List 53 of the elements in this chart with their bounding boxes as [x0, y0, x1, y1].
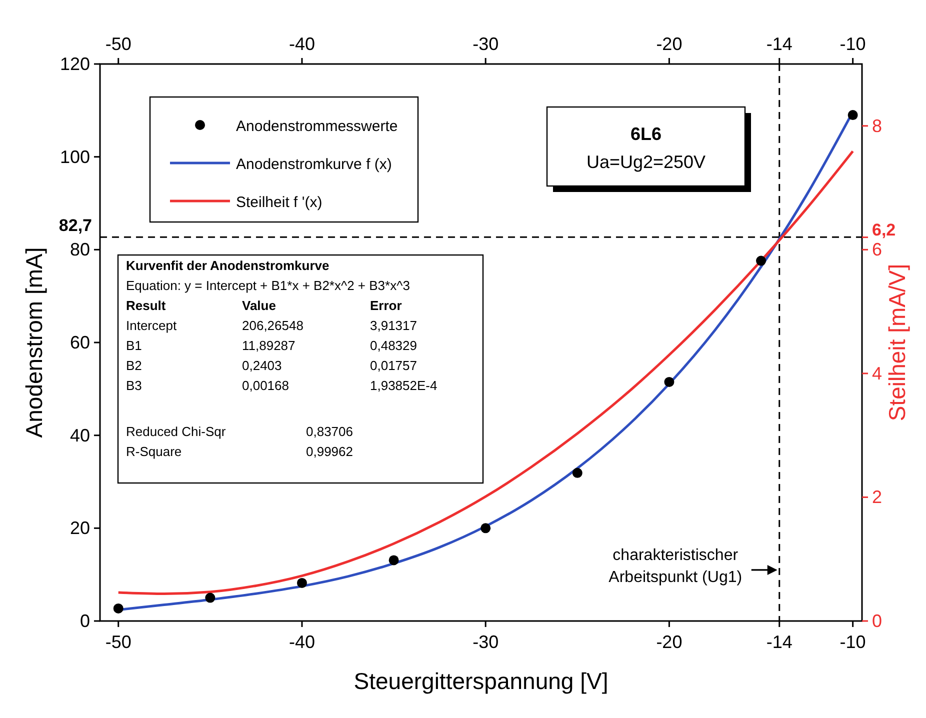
annotation: Kurvenfit der Anodenstromkurve — [126, 258, 330, 273]
point — [205, 592, 216, 603]
text: Result Value Error — [126, 298, 402, 313]
text: Intercept 206,26548 3,91317 — [126, 318, 417, 333]
y-tick-label: 100 — [60, 146, 90, 167]
y2-tick-label: 6 — [872, 240, 882, 260]
y-tick-label: 0 — [80, 611, 90, 631]
point — [480, 523, 491, 534]
text: R-Square 0,99962 — [126, 444, 353, 459]
ref-line-label: 82,7 — [58, 216, 92, 236]
x-tick-label: -40 — [288, 34, 315, 54]
text: B3 0,00168 1,93852E-4 — [126, 378, 438, 393]
y2-tick-label: 0 — [872, 611, 882, 631]
y2-tick-label: 4 — [872, 363, 882, 384]
annotation: Ua=Ug2=250V — [586, 152, 706, 172]
y-tick-label: 120 — [60, 54, 90, 74]
legend-label: Steilheit f '(x) — [236, 194, 322, 211]
y2-tick-label: 2 — [872, 487, 882, 508]
y-tick-label: 20 — [70, 518, 90, 538]
annotation: Equation: y = Intercept + B1*x + B2*x^2 + B3*x^3 — [126, 278, 410, 293]
point — [756, 256, 766, 266]
x2-tick-label: -10 — [840, 632, 866, 652]
x2-tick-label: -20 — [656, 632, 682, 652]
x2-tick-label: -40 — [288, 632, 315, 652]
point — [113, 603, 124, 614]
point — [572, 468, 582, 478]
y2-tick-label: 8 — [872, 116, 882, 136]
y2-axis-title: Steilheit [mA/V] — [884, 264, 910, 422]
point — [296, 578, 307, 588]
legend-label: Anodenstromkurve f (x) — [236, 156, 392, 173]
x-tick-label: -20 — [656, 34, 682, 54]
text: B1 11,89287 0,48329 — [126, 338, 417, 353]
y-tick-label: 40 — [70, 425, 90, 446]
text: Reduced Chi-Sqr 0,83706 — [126, 424, 353, 439]
point — [388, 555, 399, 566]
x-tick-label: -10 — [840, 34, 866, 54]
y-tick-label: 60 — [70, 332, 90, 352]
x-tick-label: -50 — [105, 34, 132, 54]
text: B2 0,2403 0,01757 — [126, 358, 417, 373]
x-axis-title: Steuergitterspannung [V] — [354, 668, 608, 694]
annotation: charakteristischer Arbeitspunkt (Ug1) — [608, 546, 742, 586]
x2-tick-label: -30 — [472, 632, 499, 652]
y-axis-title: Anodenstrom [mA] — [21, 247, 47, 438]
y-tick-label: 80 — [70, 240, 90, 260]
x-tick-label: -30 — [472, 34, 499, 54]
x2-tick-label: -50 — [105, 632, 132, 652]
legend-label: Anodenstrommesswerte — [236, 118, 398, 135]
x2-tick-label: -14 — [766, 632, 792, 652]
point — [848, 110, 858, 120]
y2-tick-label: 6,2 — [872, 220, 896, 240]
x-tick-label: -14 — [766, 34, 792, 54]
point — [664, 376, 674, 387]
annotation: 6L6 — [630, 124, 662, 144]
